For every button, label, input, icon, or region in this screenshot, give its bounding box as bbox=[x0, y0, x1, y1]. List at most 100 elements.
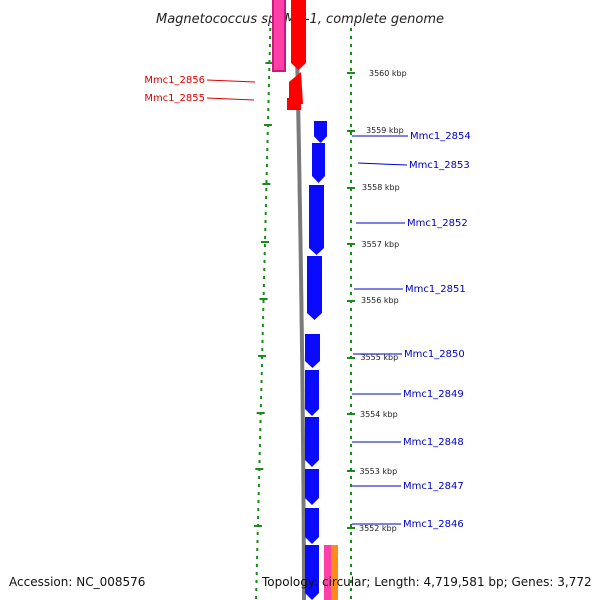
guide-dot bbox=[350, 84, 352, 87]
guide-dot bbox=[266, 156, 269, 159]
guide-dot bbox=[264, 236, 267, 239]
guide-dot bbox=[350, 468, 352, 471]
guide-dot bbox=[350, 460, 352, 463]
guide-dot bbox=[350, 508, 352, 511]
guide-tick bbox=[259, 298, 268, 300]
guide-dot bbox=[268, 44, 271, 47]
guide-dot bbox=[350, 316, 352, 319]
gene-block bbox=[331, 545, 338, 600]
guide-tick bbox=[258, 355, 267, 357]
guide-dot bbox=[258, 452, 261, 455]
guide-dot bbox=[264, 204, 267, 207]
guide-dot bbox=[268, 76, 271, 79]
guide-dot bbox=[350, 532, 352, 535]
gene-leader-line bbox=[357, 162, 408, 166]
guide-dot bbox=[267, 84, 270, 87]
gene-label-right: Mmc1_2853 bbox=[409, 160, 470, 171]
guide-dot bbox=[350, 124, 352, 127]
guide-dot bbox=[350, 340, 352, 343]
gene-label-right: Mmc1_2846 bbox=[403, 519, 464, 530]
scale-label: 3558 kbp bbox=[362, 183, 400, 192]
guide-dot bbox=[258, 476, 261, 479]
guide-tick bbox=[347, 357, 355, 359]
guide-dot bbox=[350, 44, 352, 47]
guide-dot bbox=[256, 532, 259, 535]
gene-leader-line bbox=[206, 79, 256, 83]
scale-label: 3556 kbp bbox=[361, 296, 399, 305]
guide-dot bbox=[350, 140, 352, 143]
guide-dot bbox=[350, 36, 352, 39]
gene-block bbox=[287, 98, 301, 110]
guide-dot bbox=[350, 228, 352, 231]
guide-dot bbox=[267, 108, 270, 111]
gene-labels: Mmc1_2856 Mmc1_2855 Mmc1_2854 Mmc1_2853 Mmc1… bbox=[144, 75, 470, 530]
guide-dot bbox=[260, 388, 263, 391]
scale-label: 3555 kbp bbox=[361, 353, 399, 362]
gene-label-right: Mmc1_2854 bbox=[410, 131, 471, 142]
guide-dot bbox=[268, 52, 271, 55]
topology-text: Topology: circular; Length: 4,719,581 bp… bbox=[261, 575, 592, 589]
guide-tick bbox=[347, 300, 355, 302]
guide-dot bbox=[257, 508, 260, 511]
guide-dot bbox=[262, 316, 265, 319]
gene-arrow bbox=[305, 417, 319, 467]
guide-dot bbox=[255, 596, 258, 599]
gene-arrow bbox=[309, 185, 324, 255]
dotted-guides bbox=[253, 28, 355, 599]
guide-dot bbox=[350, 444, 352, 447]
guide-dot bbox=[266, 148, 269, 151]
guide-dot bbox=[350, 396, 352, 399]
guide-dot bbox=[350, 180, 352, 183]
guide-dot bbox=[350, 188, 352, 191]
guide-dot bbox=[267, 100, 270, 103]
guide-dot bbox=[350, 212, 352, 215]
guide-dot bbox=[257, 516, 260, 519]
guide-dot bbox=[255, 580, 258, 583]
guide-dot bbox=[263, 276, 266, 279]
guide-dot bbox=[350, 28, 352, 31]
guide-dot bbox=[265, 164, 268, 167]
guide-dot bbox=[350, 196, 352, 199]
guide-dot bbox=[350, 540, 352, 543]
guide-tick bbox=[347, 470, 355, 472]
guide-dot bbox=[350, 388, 352, 391]
guide-dot bbox=[350, 236, 352, 239]
guide-dot bbox=[350, 476, 352, 479]
scale-label: 3559 kbp bbox=[366, 126, 404, 135]
guide-dot bbox=[264, 212, 267, 215]
guide-dot bbox=[261, 340, 264, 343]
guide-dot bbox=[350, 524, 352, 527]
scale-label: 3553 kbp bbox=[360, 467, 398, 476]
guide-dot bbox=[350, 252, 352, 255]
guide-tick bbox=[262, 183, 271, 185]
gene-arrow bbox=[307, 256, 322, 320]
guide-dot bbox=[350, 548, 352, 551]
guide-dot bbox=[256, 540, 259, 543]
guide-dot bbox=[350, 260, 352, 263]
guide-dot bbox=[265, 196, 268, 199]
guide-dot bbox=[258, 460, 261, 463]
gene-arrow bbox=[305, 334, 320, 368]
guide-dot bbox=[350, 292, 352, 295]
gene-label-right: Mmc1_2850 bbox=[404, 349, 465, 360]
guide-tick bbox=[347, 130, 355, 132]
guide-dot bbox=[350, 156, 352, 159]
guide-dot bbox=[261, 356, 264, 359]
guide-dot bbox=[257, 484, 260, 487]
guide-dot bbox=[265, 180, 268, 183]
guide-dot bbox=[260, 364, 263, 367]
guide-dot bbox=[350, 364, 352, 367]
guide-dot bbox=[350, 308, 352, 311]
guide-dot bbox=[262, 284, 265, 287]
scale-label: 3560 kbp bbox=[369, 69, 407, 78]
gene-arrow bbox=[289, 72, 303, 104]
guide-tick bbox=[347, 527, 355, 529]
guide-dot bbox=[350, 596, 352, 599]
guide-dot bbox=[350, 220, 352, 223]
guide-dot bbox=[262, 308, 265, 311]
guide-dot bbox=[350, 564, 352, 567]
scale-label: 3552 kbp bbox=[359, 524, 397, 533]
guide-dot bbox=[267, 92, 270, 95]
guide-dot bbox=[268, 68, 271, 71]
